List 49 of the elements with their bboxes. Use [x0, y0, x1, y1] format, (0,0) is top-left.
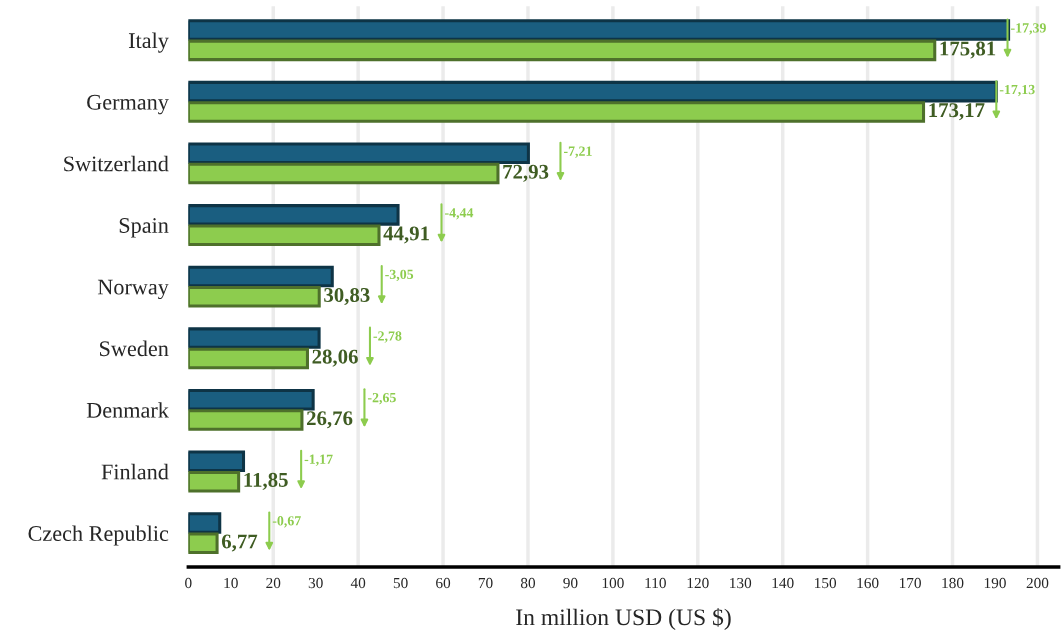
annotation: -2,65	[367, 392, 396, 405]
x-tick-label: 190	[984, 577, 1006, 589]
x-tick-label: 110	[645, 577, 666, 589]
y-tick-label: Czech Republic	[28, 525, 169, 546]
x-tick-label: 10	[224, 577, 238, 589]
x-tick-label: 0	[185, 577, 192, 589]
y-tick-label: Sweden	[100, 340, 169, 357]
data-label: 26,76	[306, 411, 353, 429]
x-tick-label: 100	[602, 577, 624, 589]
annotation: -2,78	[373, 331, 402, 343]
y-tick-label: Germany	[87, 94, 169, 115]
y-tick-label: Norway	[97, 279, 169, 300]
x-tick-label: 60	[436, 577, 451, 589]
x-tick-label: 180	[942, 577, 964, 589]
x-tick-label: 200	[1026, 577, 1049, 589]
x-tick-label: 140	[772, 577, 794, 589]
data-label: 72,93	[503, 164, 549, 182]
x-tick-label: 80	[520, 577, 536, 589]
data-label: 28,06	[312, 349, 358, 367]
x-tick-label: 20	[266, 577, 281, 589]
x-tick-label: 170	[899, 577, 921, 589]
x-tick-label: 70	[478, 577, 493, 589]
x-tick-label: 30	[308, 577, 323, 589]
data-label: 175,81	[940, 41, 996, 59]
x-tick-label: 90	[563, 577, 578, 589]
annotation: -0,67	[272, 516, 301, 528]
x-tick-label: 150	[815, 577, 837, 589]
x-tick-label: 130	[730, 577, 752, 589]
data-label: 6,77	[221, 534, 258, 552]
y-tick-label: Italy	[128, 32, 169, 53]
annotation: -3,05	[385, 269, 414, 282]
y-tick-label: Switzerland	[64, 155, 169, 172]
annotation: -17,13	[999, 84, 1035, 97]
data-label: 11,85	[244, 472, 288, 490]
annotation: -1,17	[304, 454, 333, 466]
data-label: 173,17	[929, 103, 985, 121]
data-label: 44,91	[383, 226, 429, 244]
x-tick-label: 160	[857, 577, 879, 589]
annotation: -17,39	[1011, 23, 1046, 35]
y-tick-label: Denmark	[86, 402, 169, 418]
x-tick-label: 50	[393, 577, 408, 589]
y-tick-label: Spain	[119, 218, 169, 238]
annotation: -4,44	[445, 208, 474, 220]
y-tick-label: Finland	[101, 463, 169, 480]
x-tick-label: 40	[350, 577, 366, 589]
x-axis-title: In million USD (US $)	[516, 607, 731, 630]
data-label: 30,83	[324, 287, 370, 306]
annotation: -7,21	[563, 146, 592, 158]
x-tick-label: 120	[687, 577, 709, 589]
